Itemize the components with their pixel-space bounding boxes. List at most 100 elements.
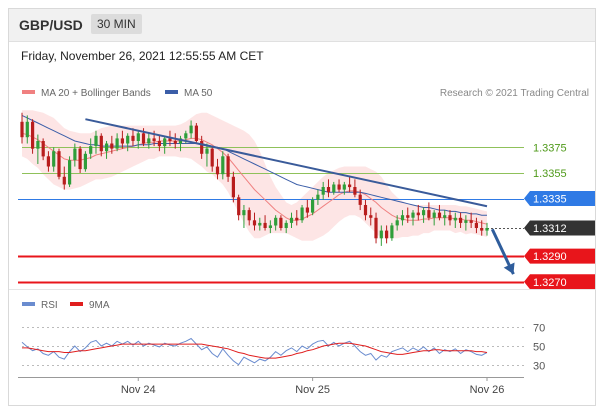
candle-body — [353, 187, 357, 195]
candle-body — [332, 184, 336, 193]
candle-body — [68, 160, 72, 185]
candle-body — [305, 207, 309, 213]
candle-body — [379, 230, 383, 239]
candle-body — [295, 217, 299, 221]
candle-body — [464, 220, 468, 223]
legend-swatch — [165, 90, 178, 94]
candle-body — [406, 215, 410, 218]
ma20-line — [21, 132, 488, 225]
candle-body — [326, 187, 331, 193]
candle-body — [263, 222, 267, 228]
rsi-ma-line — [22, 342, 488, 359]
candle-body — [57, 151, 61, 177]
candle-body — [41, 141, 45, 157]
candle-body — [289, 217, 294, 223]
rsi-tick-label: 30 — [533, 361, 545, 373]
candle-body — [369, 215, 373, 218]
candle-body — [157, 141, 161, 147]
last-label: 1.3312 — [533, 223, 567, 235]
candle-body — [474, 222, 478, 228]
candle-body — [385, 230, 389, 239]
candle-body — [178, 138, 183, 144]
candle-body — [110, 143, 114, 149]
candle-body — [105, 143, 109, 152]
candle-body — [390, 225, 394, 239]
candle-body — [258, 222, 262, 226]
forecast-arrowhead — [503, 262, 515, 275]
candle-body — [184, 133, 188, 139]
candle-body — [437, 212, 442, 218]
candle-body — [316, 194, 320, 200]
rsi-line — [21, 337, 488, 366]
candle-body — [46, 156, 50, 167]
candle-body — [242, 210, 246, 216]
chart-header: GBP/USD 30 MIN — [9, 9, 595, 42]
candle-body — [469, 220, 473, 223]
candle-body — [284, 222, 288, 228]
candle-body — [210, 148, 214, 167]
candle-body — [131, 135, 135, 141]
resistance-label: 1.3375 — [533, 142, 567, 154]
candle-body — [416, 212, 420, 216]
legend-item: MA 20 + Bollinger Bands — [41, 88, 151, 99]
legend-item: MA 50 — [184, 88, 213, 99]
candle-body — [168, 138, 172, 141]
candle-body — [115, 138, 119, 149]
candle-body — [141, 133, 146, 144]
candle-body — [126, 135, 130, 144]
candle-body — [400, 215, 405, 221]
support-label: 1.3270 — [533, 277, 567, 289]
candle-body — [89, 146, 93, 154]
candle-body — [358, 194, 362, 205]
candle-body — [311, 199, 315, 213]
candle-body — [200, 141, 204, 154]
legend-item: RSI — [41, 300, 58, 311]
candle-body — [274, 217, 278, 226]
candle-body — [348, 184, 352, 188]
candle-body — [189, 125, 193, 134]
candle-body — [374, 217, 378, 239]
candle-body — [443, 215, 447, 218]
candle-body — [36, 141, 40, 149]
candle-body — [205, 148, 209, 154]
candle-body — [52, 151, 56, 167]
candle-body — [237, 197, 241, 216]
rsi-tick-label: 50 — [533, 342, 545, 354]
candle-body — [252, 220, 257, 226]
candle-body — [221, 156, 225, 175]
candle-body — [459, 217, 463, 223]
candle-body — [247, 210, 251, 221]
candle-body — [337, 184, 341, 190]
candle-body — [31, 121, 35, 149]
support-label-box — [524, 248, 595, 264]
candle-body — [427, 210, 431, 218]
candle-body — [73, 148, 77, 161]
resistance-label: 1.3355 — [533, 168, 567, 180]
pivot-label: 1.3335 — [533, 194, 567, 206]
legend-swatch — [70, 302, 83, 306]
chart-widget: GBP/USD 30 MIN Friday, November 26, 2021… — [8, 8, 596, 406]
candle-body — [480, 228, 484, 231]
candle-body — [363, 205, 368, 216]
candle-body — [163, 138, 167, 147]
candle-body — [300, 207, 304, 221]
candle-body — [422, 210, 426, 216]
ma50-line — [21, 114, 487, 216]
trendline — [85, 118, 488, 208]
support-label-box — [524, 274, 595, 290]
interval-button[interactable]: 30 MIN — [91, 14, 142, 34]
candle-body — [94, 135, 98, 146]
x-tick-label: Nov 26 — [470, 384, 505, 396]
candle-body — [173, 141, 177, 144]
candle-body — [147, 138, 151, 144]
chart-credit: Research © 2021 Trading Central — [440, 88, 589, 99]
symbol-label: GBP/USD — [19, 17, 83, 33]
candle-body — [395, 220, 399, 226]
candle-body — [194, 125, 198, 141]
candle-body — [83, 153, 87, 170]
candle-body — [342, 184, 346, 190]
support-label: 1.3290 — [533, 251, 567, 263]
candle-body — [448, 215, 452, 221]
x-tick-label: Nov 25 — [295, 384, 330, 396]
